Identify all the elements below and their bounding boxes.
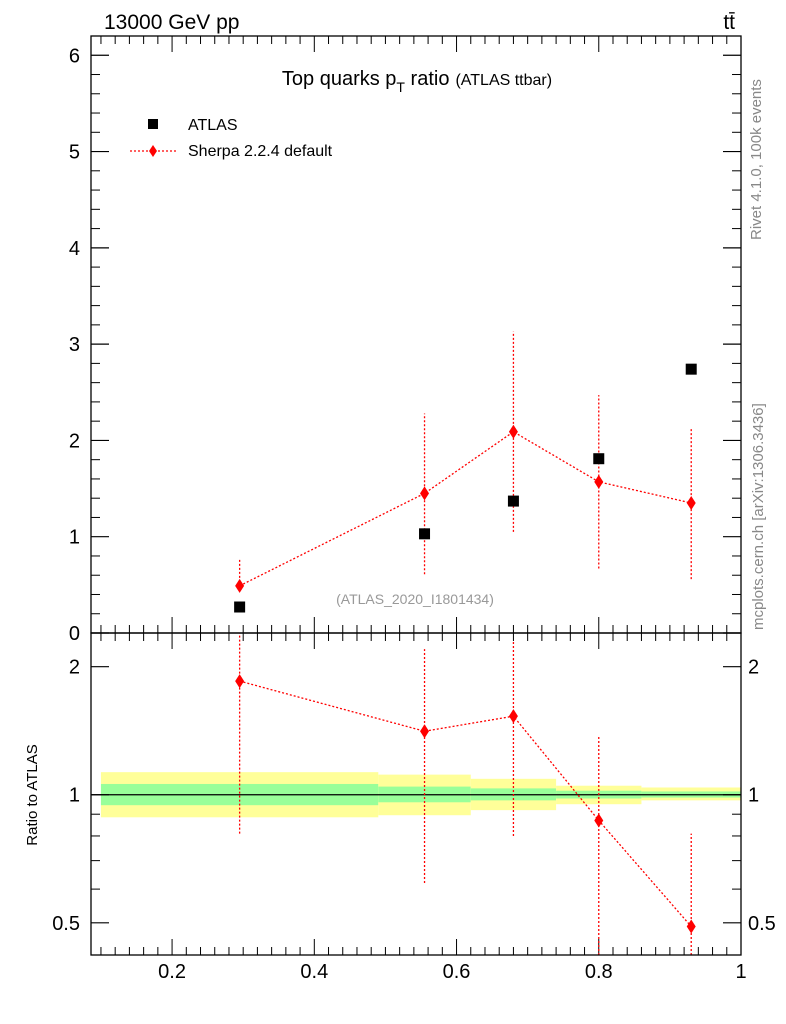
main-ytick-label: 6 xyxy=(69,45,80,67)
ratio-ytick-label-right: 0.5 xyxy=(748,913,776,935)
ratio-ytick-label-left: 0.5 xyxy=(52,913,80,935)
main-ytick-label: 4 xyxy=(69,238,80,260)
atlas-point xyxy=(419,528,431,540)
main-ytick-label: 5 xyxy=(69,142,80,164)
xtick-label: 1 xyxy=(735,961,746,983)
main-panel: Top quarks pT ratio (ATLAS ttbar) (ATLAS_… xyxy=(69,35,742,645)
ratio-sherpa-point xyxy=(420,724,430,739)
ratio-ytick-label-right: 1 xyxy=(748,785,759,807)
ratio-ylabel: Ratio to ATLAS xyxy=(24,744,41,845)
legend-atlas-label: ATLAS xyxy=(188,117,238,134)
atlas-point xyxy=(234,601,246,613)
xtick-label: 0.6 xyxy=(443,961,471,983)
ratio-ytick-label-left: 1 xyxy=(69,785,80,807)
mcplots-label: mcplots.cern.ch [arXiv:1306.3436] xyxy=(750,403,767,630)
rivet-label: Rivet 4.1.0, 100k events xyxy=(748,79,765,240)
analysis-watermark: (ATLAS_2020_I1801434) xyxy=(336,591,494,607)
ratio-sherpa-point xyxy=(686,919,696,934)
chart-title: Top quarks pT ratio (ATLAS ttbar) xyxy=(282,68,552,95)
ratio-sherpa-point xyxy=(235,674,245,689)
sherpa-point xyxy=(235,578,245,593)
sherpa-point xyxy=(420,486,430,501)
atlas-point xyxy=(685,363,697,375)
xtick-label: 0.8 xyxy=(585,961,613,983)
legend-sherpa-marker xyxy=(149,145,157,157)
main-ytick-label: 3 xyxy=(69,334,80,356)
main-ytick-label: 0 xyxy=(69,623,80,645)
energy-label: 13000 GeV pp xyxy=(104,11,239,34)
ratio-panel: 0.5 0.5 1 1 2 2 0.2 0.4 0.6 0.8 1 Ratio to ATLAS xyxy=(24,632,776,983)
sherpa-point xyxy=(508,424,518,439)
atlas-point xyxy=(593,453,605,465)
ratio-sherpa-point xyxy=(594,813,604,828)
xtick-label: 0.4 xyxy=(300,961,328,983)
legend: ATLAS Sherpa 2.2.4 default xyxy=(130,117,333,160)
atlas-point xyxy=(507,495,519,507)
sherpa-point xyxy=(594,474,604,489)
xtick-label: 0.2 xyxy=(158,961,186,983)
main-ytick-label: 2 xyxy=(69,430,80,452)
ratio-ytick-label-left: 2 xyxy=(69,657,80,679)
process-label: tt̄ xyxy=(723,11,735,34)
ratio-frame xyxy=(90,632,742,956)
sherpa-point xyxy=(686,496,696,511)
ratio-sherpa-point xyxy=(508,709,518,724)
ratio-ytick-label-right: 2 xyxy=(748,657,759,679)
main-ytick-label: 1 xyxy=(69,527,80,549)
legend-atlas-marker xyxy=(148,119,158,129)
sherpa-line xyxy=(239,430,692,587)
legend-sherpa-label: Sherpa 2.2.4 default xyxy=(188,143,333,160)
